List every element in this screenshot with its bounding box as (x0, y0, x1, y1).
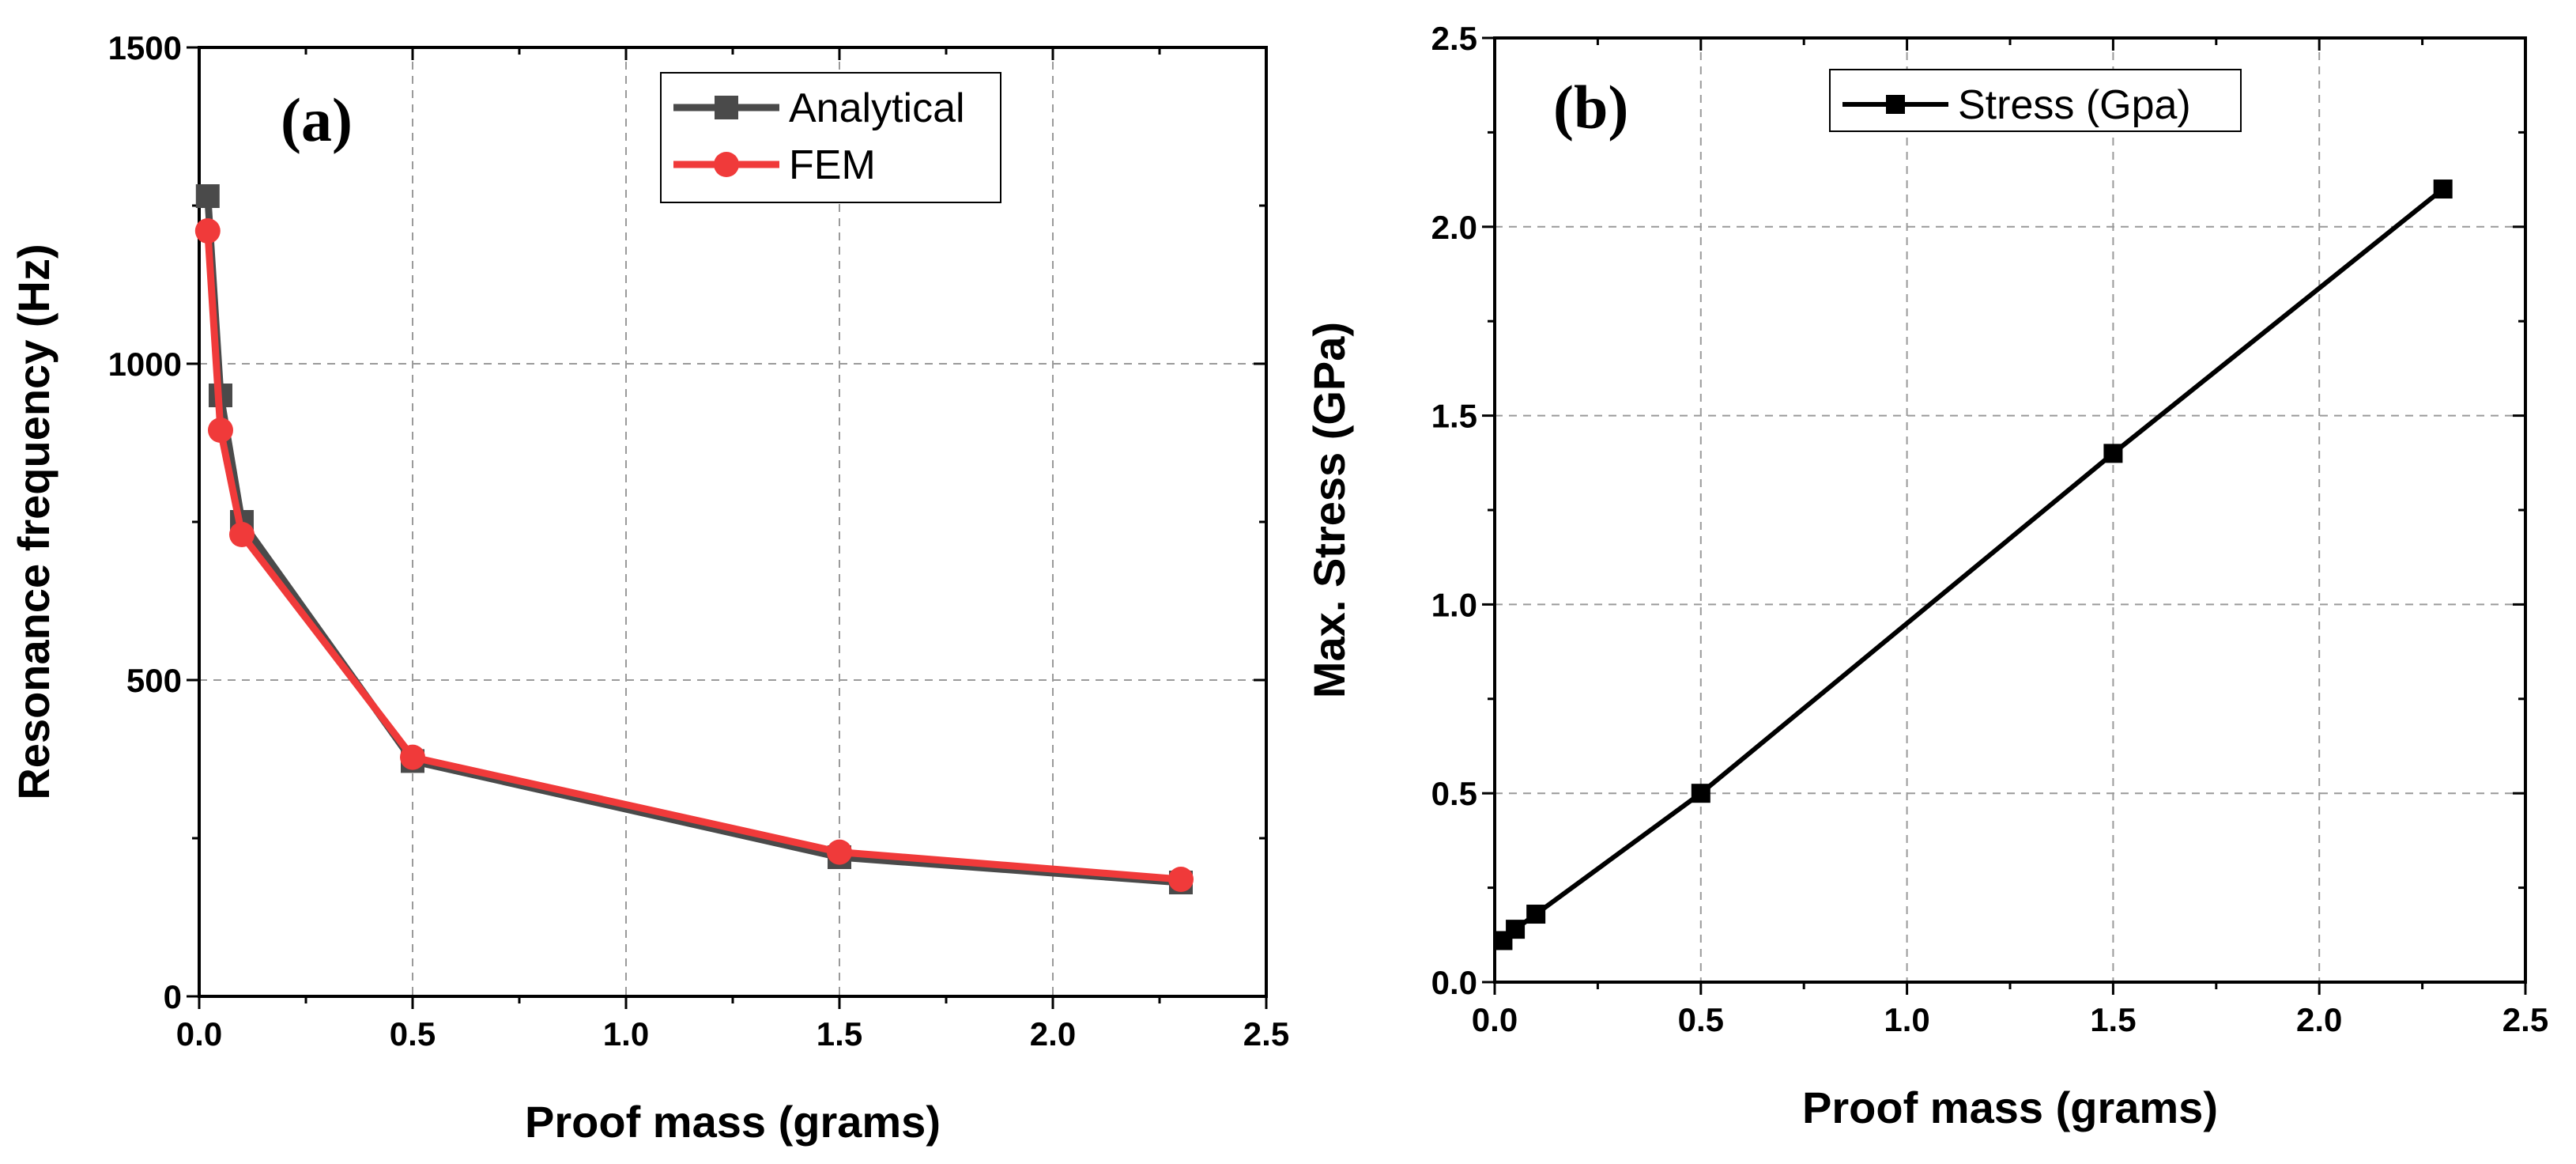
data-point (2103, 444, 2123, 463)
series-line-analytical (204, 195, 1182, 886)
y-axis-title: Max. Stress (GPa) (1304, 322, 1354, 698)
legend-swatch-marker (715, 96, 738, 119)
y-tick-label: 1500 (108, 29, 182, 66)
y-tick-label: 1000 (108, 346, 182, 383)
legend-box (660, 72, 1001, 203)
series-line-fem (204, 230, 1182, 883)
legend-label: Analytical (789, 85, 965, 131)
legend-swatch-marker (1886, 95, 1905, 114)
x-tick-label: 2.0 (1030, 1015, 1076, 1053)
y-tick-label: 0 (164, 978, 182, 1015)
data-point (1526, 905, 1546, 924)
x-tick-label: 0.5 (390, 1015, 436, 1053)
x-axis-title: Proof mass (grams) (525, 1097, 941, 1147)
y-tick-label: 0.0 (1431, 964, 1477, 1001)
plot-frame (1493, 36, 2527, 984)
data-point (2433, 180, 2453, 199)
legend-label: FEM (789, 142, 876, 188)
x-tick-label: 2.5 (1243, 1015, 1289, 1053)
data-point (208, 418, 233, 443)
data-point (194, 218, 221, 244)
legend-swatch-marker (714, 152, 739, 177)
y-tick-label: 2.0 (1431, 209, 1477, 246)
data-point (229, 522, 255, 547)
data-point (195, 184, 220, 208)
y-tick-label: 1.0 (1431, 586, 1477, 623)
y-tick-label: 500 (126, 662, 182, 699)
y-tick-label: 2.5 (1431, 20, 1477, 57)
x-tick-label: 1.0 (603, 1015, 649, 1053)
series-line-stress-gpa- (1501, 187, 2445, 943)
x-tick-label: 1.5 (817, 1015, 862, 1053)
x-tick-label: 2.0 (2296, 1001, 2342, 1038)
chart-b: 0.0 0.5 1.0 1.5 2.0 2.5 0.0 0.5 1.0 1.5 2.0 2.5 Proo… (1304, 20, 2548, 1132)
panel-label: (b) (1553, 73, 1628, 142)
x-tick-label: 0.0 (176, 1015, 222, 1053)
data-point (1168, 867, 1194, 892)
data-point (1506, 920, 1526, 939)
data-point (1691, 784, 1710, 803)
y-axis-title: Resonance frequency (Hz) (9, 244, 58, 799)
x-tick-label: 1.0 (1884, 1001, 1929, 1038)
x-tick-label: 1.5 (2090, 1001, 2136, 1038)
y-tick-label: 1.5 (1431, 398, 1477, 435)
legend-label: Stress (Gpa) (1958, 82, 2191, 128)
x-tick-label: 2.5 (2502, 1001, 2548, 1038)
x-tick-label: 0.5 (1678, 1001, 1724, 1038)
chart-a: 0.0 0.5 1.0 1.5 2.0 2.5 0 500 1000 1500 Proof mass… (9, 29, 1289, 1147)
panel-label: (a) (281, 85, 353, 154)
data-point (827, 839, 852, 865)
x-tick-label: 0.0 (1472, 1001, 1518, 1038)
x-axis-title: Proof mass (grams) (1802, 1083, 2218, 1132)
data-point (400, 744, 425, 770)
y-tick-label: 0.5 (1431, 775, 1477, 812)
